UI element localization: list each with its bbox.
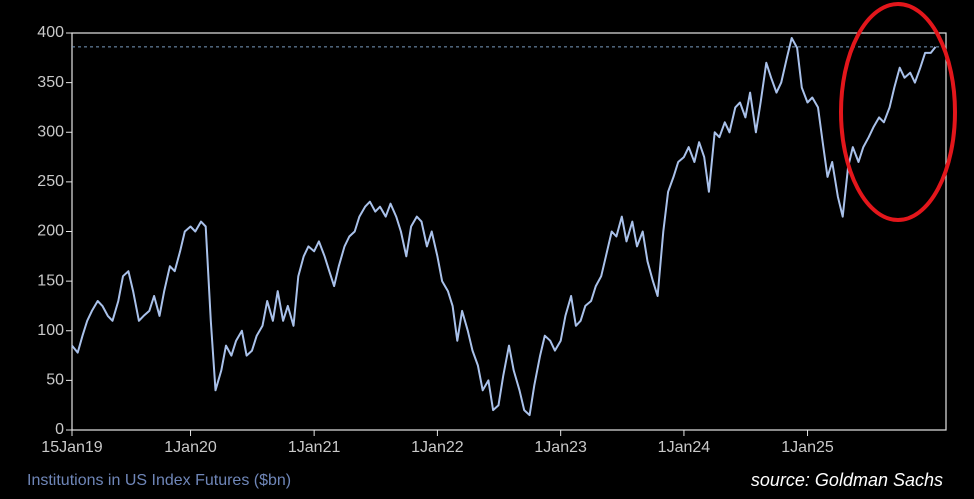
x-tick-label: 1Jan22 [411,439,464,456]
x-tick-label: 1Jan25 [781,439,834,456]
highlight-circle [839,2,957,222]
y-tick-label: 200 [37,223,64,240]
x-tick-label: 1Jan21 [288,439,341,456]
y-tick-label: 0 [55,421,64,438]
x-axis-title: Institutions in US Index Futures ($bn) [27,472,291,489]
x-tick-label: 1Jan23 [534,439,587,456]
x-tick-label: 1Jan24 [658,439,711,456]
y-tick-label: 150 [37,272,64,289]
source-note: source: Goldman Sachs [751,470,943,490]
x-tick-label: 15Jan19 [41,439,102,456]
data-line [71,37,937,417]
y-tick-label: 250 [37,173,64,190]
y-tick-label: 300 [37,123,64,140]
y-tick-label: 350 [37,74,64,91]
y-tick-label: 100 [37,322,64,339]
y-tick-label: 50 [46,372,64,389]
x-tick-label: 1Jan20 [164,439,217,456]
y-tick-label: 400 [37,24,64,41]
